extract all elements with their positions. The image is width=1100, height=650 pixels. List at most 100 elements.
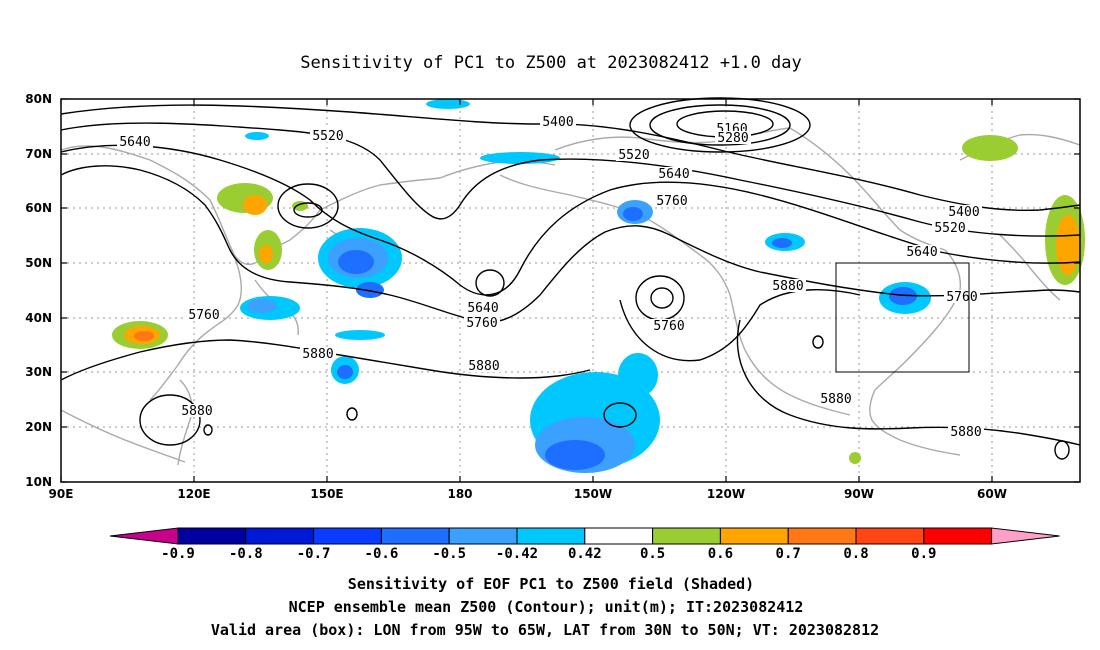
contour-label-bg xyxy=(715,131,751,144)
patch-negative xyxy=(337,365,353,379)
valid-area-box xyxy=(835,262,970,373)
patch-negative xyxy=(545,440,605,470)
contour-label: 5880 xyxy=(302,347,333,362)
contour-label: 5400 xyxy=(948,205,979,220)
contour-label: 5640 xyxy=(906,245,937,260)
contour-label: 5880 xyxy=(950,425,981,440)
colorbar-swatch xyxy=(652,527,721,545)
contour-5760 xyxy=(60,165,1081,324)
contour-label: 5640 xyxy=(467,301,498,316)
lat-tick-label: 80N xyxy=(25,92,52,106)
contour-label: 5880 xyxy=(181,404,212,419)
patch-negative xyxy=(356,282,384,298)
patch-positive xyxy=(259,245,273,263)
lat-axis: 80N 70N 60N 50N 40N 30N 20N 10N xyxy=(25,92,1080,489)
coast-southeast-asia xyxy=(60,409,186,463)
patch-negative xyxy=(772,238,792,248)
contour-label: 5880 xyxy=(468,359,499,374)
lat-tick-label: 30N xyxy=(25,365,52,379)
colorbar-swatch xyxy=(380,527,450,545)
colorbar-swatch xyxy=(177,527,247,545)
contour-small xyxy=(203,424,213,436)
contour-label-bg xyxy=(770,279,806,292)
colorbar-label: 0.8 xyxy=(843,546,868,562)
colorbar-label: -0.6 xyxy=(365,546,399,562)
lon-tick-label: 120W xyxy=(707,487,745,501)
contour-label-bg xyxy=(656,167,692,180)
contour-label: 5760 xyxy=(946,290,977,305)
colorbar-label: -0.7 xyxy=(297,546,331,562)
colorbar-swatch xyxy=(516,527,586,545)
contour-low-mid xyxy=(649,104,791,146)
coast-philippines xyxy=(177,379,193,466)
contour-label: 5760 xyxy=(466,316,497,331)
contour-label-bg xyxy=(464,316,500,329)
colorbar-label: 0.6 xyxy=(708,546,733,562)
contour-high-asia xyxy=(139,394,201,446)
contour-label-bg xyxy=(948,425,984,438)
coast-china xyxy=(149,249,242,401)
colorbar-swatch xyxy=(923,527,993,545)
contour-label-bg xyxy=(310,129,346,142)
z500-contours xyxy=(60,97,1081,460)
coast-asia-north xyxy=(60,145,321,266)
coast-atlantic-canada xyxy=(999,234,1061,301)
contour-5520 xyxy=(60,122,1081,237)
patch-negative xyxy=(480,152,560,164)
figure-title: Sensitivity of PC1 to Z500 at 2023082412… xyxy=(300,53,802,73)
contour-label-bg xyxy=(932,221,968,234)
lat-tick-label: 60N xyxy=(25,201,52,215)
patch-negative xyxy=(338,250,374,274)
contour-label: 5880 xyxy=(772,279,803,294)
patch-positive xyxy=(1056,215,1080,275)
contour-low-west-us-inner xyxy=(650,287,674,309)
colorbar-label: 0.7 xyxy=(776,546,801,562)
lat-tick-label: 10N xyxy=(25,475,52,489)
patch-positive xyxy=(962,135,1018,161)
colorbar-label: -0.9 xyxy=(161,546,195,562)
contour-label: 5640 xyxy=(119,135,150,150)
contour-atl xyxy=(1054,440,1070,460)
contour-small xyxy=(812,335,824,349)
lon-axis: 90E 120E 150E 180 150W 120W 90W 60W xyxy=(49,99,1007,501)
colorbar-low-triangle xyxy=(109,527,179,545)
patch-negative xyxy=(426,99,470,109)
contour-small xyxy=(346,407,358,421)
contour-5880-south xyxy=(736,319,1081,446)
contour-label-bg xyxy=(904,245,940,258)
contour-label-bg xyxy=(466,359,502,372)
contour-label-bg xyxy=(540,115,576,128)
coast-north-america-west xyxy=(499,174,851,416)
lon-tick-label: 60W xyxy=(977,487,1007,501)
patch-negative xyxy=(889,287,917,305)
patch-negative xyxy=(335,330,385,340)
lon-tick-label: 180 xyxy=(447,487,472,501)
colorbar-label: -0.5 xyxy=(432,546,466,562)
contour-cutoff-low-inner xyxy=(293,202,323,218)
colorbar-swatch xyxy=(448,527,518,545)
contour-label: 5520 xyxy=(618,148,649,163)
contour-label: 5760 xyxy=(656,194,687,209)
colorbar-label: -0.8 xyxy=(229,546,263,562)
patch-positive xyxy=(849,452,861,464)
lat-tick-label: 50N xyxy=(25,256,52,270)
lat-tick-label: 20N xyxy=(25,420,52,434)
contour-label-bg xyxy=(651,319,687,332)
colorbar-label: 0.42 xyxy=(568,546,602,562)
contour-5880-east xyxy=(619,289,861,362)
contour-label-bg xyxy=(179,404,215,417)
footer-line-3: Valid area (box): LON from 95W to 65W, L… xyxy=(211,621,879,639)
colorbar-label: 0.9 xyxy=(911,546,936,562)
contour-5640 xyxy=(60,144,1081,296)
contour-low-pacific xyxy=(475,269,505,297)
lat-tick-label: 40N xyxy=(25,311,52,325)
contour-5880 xyxy=(60,339,591,381)
coast-siberia xyxy=(319,177,441,211)
contour-label: 5400 xyxy=(542,115,573,130)
contour-label-bg xyxy=(465,301,501,314)
colorbar-swatch xyxy=(855,527,925,545)
colorbar-swatch xyxy=(313,527,382,545)
